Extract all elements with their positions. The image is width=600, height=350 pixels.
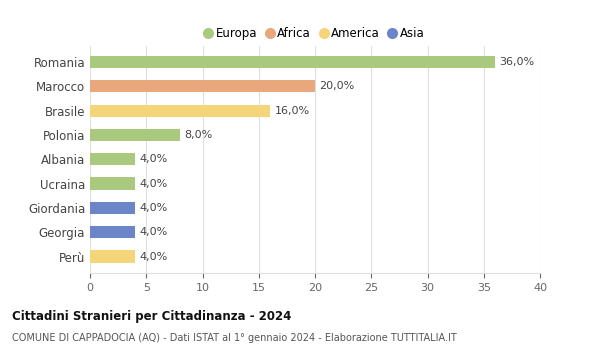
Bar — [90, 56, 495, 68]
Text: 16,0%: 16,0% — [275, 106, 310, 116]
Text: COMUNE DI CAPPADOCIA (AQ) - Dati ISTAT al 1° gennaio 2024 - Elaborazione TUTTITA: COMUNE DI CAPPADOCIA (AQ) - Dati ISTAT a… — [12, 333, 457, 343]
Legend: Europa, Africa, America, Asia: Europa, Africa, America, Asia — [200, 22, 430, 44]
Text: Cittadini Stranieri per Cittadinanza - 2024: Cittadini Stranieri per Cittadinanza - 2… — [12, 310, 292, 323]
Text: 4,0%: 4,0% — [139, 203, 168, 213]
Bar — [90, 129, 180, 141]
Bar — [90, 202, 135, 214]
Bar — [90, 177, 135, 190]
Text: 36,0%: 36,0% — [499, 57, 535, 67]
Text: 20,0%: 20,0% — [320, 81, 355, 91]
Bar — [90, 251, 135, 262]
Bar — [90, 105, 270, 117]
Text: 4,0%: 4,0% — [139, 154, 168, 164]
Bar — [90, 226, 135, 238]
Text: 4,0%: 4,0% — [139, 227, 168, 237]
Text: 8,0%: 8,0% — [185, 130, 213, 140]
Bar — [90, 80, 315, 92]
Bar — [90, 153, 135, 165]
Text: 4,0%: 4,0% — [139, 178, 168, 189]
Text: 4,0%: 4,0% — [139, 252, 168, 261]
